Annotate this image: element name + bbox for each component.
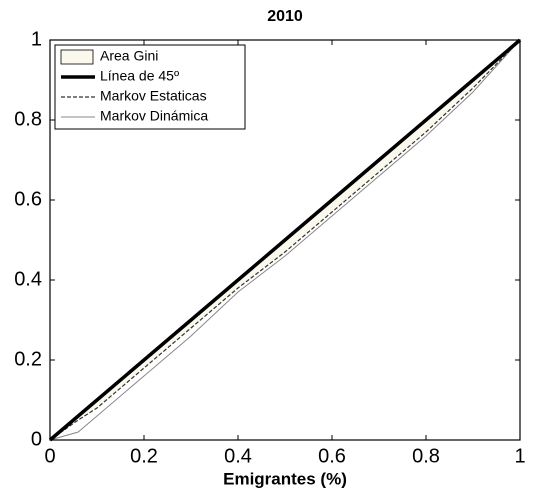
y-tick-label: 0.2: [14, 348, 42, 370]
legend-label: Area Gini: [100, 48, 158, 64]
x-tick-label: 0.6: [318, 445, 346, 467]
legend-label: Markov Estaticas: [100, 88, 207, 104]
x-tick-label: 0.2: [130, 445, 158, 467]
plot-frame: [49, 39, 521, 441]
series-line: [49, 39, 521, 441]
series-line: [49, 39, 521, 441]
y-tick-label: 0.4: [14, 268, 42, 290]
y-tick-label: 0: [31, 428, 42, 450]
x-tick-label: 1: [514, 445, 525, 467]
legend-label: Markov Dinámica: [100, 108, 208, 124]
y-tick-label: 0.8: [14, 108, 42, 130]
x-axis-label: Emigrantes (%): [223, 469, 347, 488]
series-line: [48, 38, 522, 442]
x-tick-label: 0.4: [224, 445, 252, 467]
legend-label: Línea de 45º: [100, 68, 179, 84]
chart-title: 2010: [267, 8, 303, 25]
legend-swatch: [60, 49, 94, 65]
y-tick-label: 1: [31, 28, 42, 50]
x-tick-label: 0: [44, 445, 55, 467]
y-tick-label: 0.6: [14, 188, 42, 210]
x-tick-label: 0.8: [412, 445, 440, 467]
